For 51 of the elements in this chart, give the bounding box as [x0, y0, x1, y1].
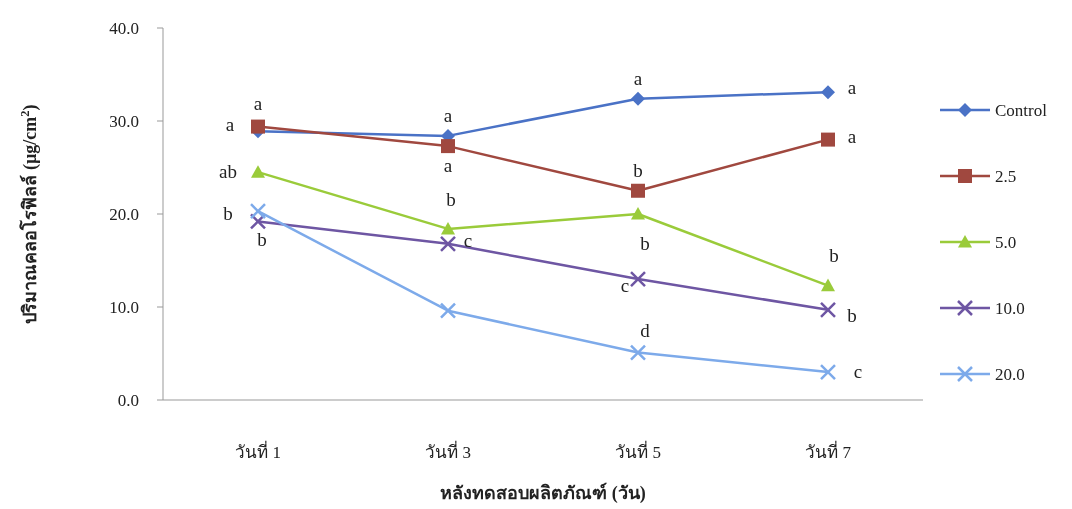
x-tick-label: วันที่ 1	[235, 440, 281, 462]
x-tick-label: วันที่ 3	[425, 440, 471, 462]
point	[819, 301, 837, 319]
x-tick-label: วันที่ 7	[805, 440, 852, 462]
annotation: a	[847, 125, 857, 147]
y-tick-label: 0.0	[117, 391, 139, 410]
point	[439, 235, 457, 253]
x-tick-label: วันที่ 5	[615, 440, 661, 462]
annotation: c	[853, 361, 863, 383]
annotation: b	[633, 159, 643, 181]
annotation: a	[633, 67, 643, 89]
annotation: ab	[219, 161, 237, 183]
annotation: b	[446, 188, 456, 210]
y-tick-label: 30.0	[109, 112, 139, 131]
annotation: b	[640, 233, 650, 254]
point	[441, 139, 455, 154]
annotation: b	[847, 304, 857, 326]
annotation: c	[620, 275, 630, 297]
annotation: b	[829, 244, 839, 266]
annotation: c	[463, 229, 473, 251]
point	[629, 344, 647, 361]
annotation: a	[847, 77, 857, 99]
point	[631, 91, 645, 106]
legend-label: 10.0	[995, 299, 1025, 318]
legend-label: Control	[995, 101, 1048, 120]
point	[439, 302, 457, 319]
annotation: a	[443, 104, 453, 126]
annotation: b	[257, 229, 267, 251]
annotation: a	[225, 114, 235, 136]
y-tick-label: 10.0	[109, 298, 139, 317]
legend-label: 2.5	[995, 167, 1017, 186]
point	[251, 165, 265, 178]
point	[631, 183, 645, 198]
annotation: b	[223, 203, 233, 225]
legend-label: 20.0	[995, 365, 1025, 384]
y-tick-label: 40.0	[109, 19, 139, 38]
annotation: a	[253, 92, 263, 114]
point	[821, 278, 835, 292]
y-tick-label: 20.0	[109, 205, 139, 224]
x-axis-title: หลังทดสอบผลิตภัณฑ์ (วัน)	[440, 482, 646, 504]
point	[441, 221, 455, 235]
point	[251, 119, 265, 134]
point	[821, 132, 835, 147]
point	[629, 270, 647, 288]
point	[631, 207, 645, 220]
legend-label: 5.0	[995, 233, 1017, 252]
point	[819, 363, 837, 381]
annotation: a	[443, 155, 453, 177]
point	[249, 202, 267, 220]
annotation: d	[640, 319, 650, 341]
point	[821, 85, 835, 100]
